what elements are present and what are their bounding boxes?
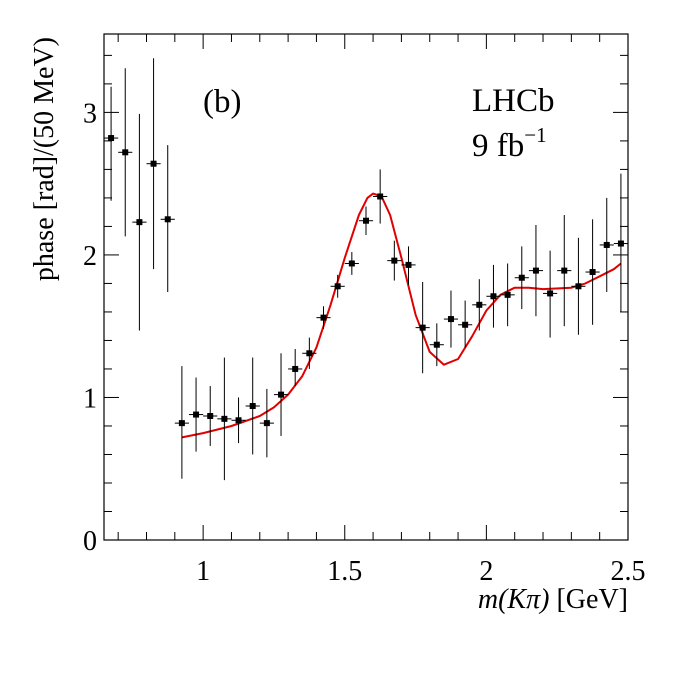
data-point — [415, 282, 430, 374]
data-point — [104, 86, 119, 201]
plot-frame — [103, 33, 629, 541]
data-marker — [221, 415, 228, 422]
data-marker — [476, 301, 483, 308]
luminosity-value: 9 fb — [472, 128, 524, 164]
data-marker — [405, 261, 412, 268]
y-tick-label: 0 — [83, 526, 97, 557]
data-point — [401, 246, 416, 285]
data-marker — [193, 411, 200, 418]
data-point — [557, 215, 572, 327]
data-point — [543, 250, 558, 338]
data-point — [259, 388, 274, 458]
data-point — [472, 279, 487, 331]
x-axis-unit-spacer — [549, 584, 556, 615]
experiment-label: LHCb — [472, 83, 555, 119]
data-point — [302, 337, 317, 369]
x-axis-variable: m(Kπ) — [478, 584, 550, 615]
data-marker — [377, 193, 384, 200]
data-point — [146, 58, 161, 270]
x-tick-label: 1 — [196, 556, 210, 587]
data-marker — [122, 149, 129, 156]
data-marker — [306, 350, 313, 357]
y-axis-title: phase [rad]/(50 MeV) — [29, 37, 60, 281]
data-point — [585, 219, 600, 325]
data-point — [458, 300, 473, 348]
data-marker — [504, 291, 511, 298]
data-point — [316, 306, 331, 330]
data-marker — [447, 316, 454, 323]
data-marker — [561, 267, 568, 274]
data-point — [429, 323, 444, 367]
panel-label: (b) — [203, 84, 241, 120]
data-point — [273, 353, 289, 436]
y-tick-label: 3 — [83, 98, 97, 129]
data-point — [174, 366, 189, 479]
data-series — [104, 58, 628, 481]
data-point — [160, 145, 175, 292]
data-point — [486, 264, 501, 328]
data-marker — [320, 314, 327, 321]
data-point — [245, 357, 260, 455]
data-point — [387, 240, 402, 281]
data-point — [514, 246, 529, 310]
data-marker — [136, 219, 143, 226]
data-point — [599, 197, 614, 292]
x-axis-unit: [GeV] — [556, 584, 628, 615]
data-point — [203, 386, 218, 446]
data-marker — [532, 267, 539, 274]
data-marker — [575, 283, 582, 290]
data-marker — [391, 257, 398, 264]
data-marker — [150, 160, 157, 167]
data-point — [528, 224, 544, 317]
data-point — [373, 169, 388, 224]
data-marker — [249, 403, 256, 410]
data-point — [613, 173, 628, 312]
data-marker — [589, 269, 596, 276]
fit-curve — [181, 192, 622, 439]
data-marker — [164, 216, 171, 223]
data-marker — [363, 217, 369, 224]
data-marker — [518, 274, 525, 281]
data-marker — [334, 283, 341, 290]
data-point — [330, 274, 345, 298]
data-point — [288, 349, 303, 387]
data-marker — [108, 135, 115, 142]
axis-ticks: 1 1.5 2 2.5 0 1 2 3 — [83, 34, 646, 587]
x-tick-label: 2.5 — [611, 556, 646, 587]
data-point — [344, 252, 359, 275]
data-point — [358, 206, 374, 235]
x-tick-label: 1.5 — [327, 556, 362, 587]
data-marker — [433, 341, 440, 348]
data-point — [118, 68, 133, 237]
luminosity-label: 9 fb−1 — [472, 123, 547, 164]
x-tick-label: 2 — [479, 556, 493, 587]
data-point — [188, 377, 204, 452]
x-axis-title: m(Kπ) [GeV] — [478, 584, 628, 615]
data-point — [132, 113, 147, 331]
data-marker — [462, 321, 469, 328]
data-marker — [207, 412, 214, 419]
data-point — [217, 357, 232, 481]
data-marker — [547, 290, 554, 297]
data-marker — [292, 365, 299, 372]
data-point — [571, 237, 586, 335]
data-marker — [348, 260, 355, 267]
data-marker — [419, 324, 426, 331]
data-marker — [278, 391, 285, 398]
data-point — [443, 290, 459, 348]
data-marker — [263, 420, 270, 427]
data-marker — [490, 293, 497, 300]
data-marker — [603, 241, 610, 248]
data-marker — [178, 420, 185, 427]
luminosity-exponent: −1 — [524, 123, 546, 147]
data-point — [500, 263, 515, 327]
y-tick-label: 1 — [83, 383, 97, 414]
y-tick-label: 2 — [83, 241, 97, 272]
data-point — [231, 397, 246, 444]
fit-series — [181, 192, 622, 439]
data-marker — [235, 417, 242, 424]
data-marker — [617, 240, 624, 247]
